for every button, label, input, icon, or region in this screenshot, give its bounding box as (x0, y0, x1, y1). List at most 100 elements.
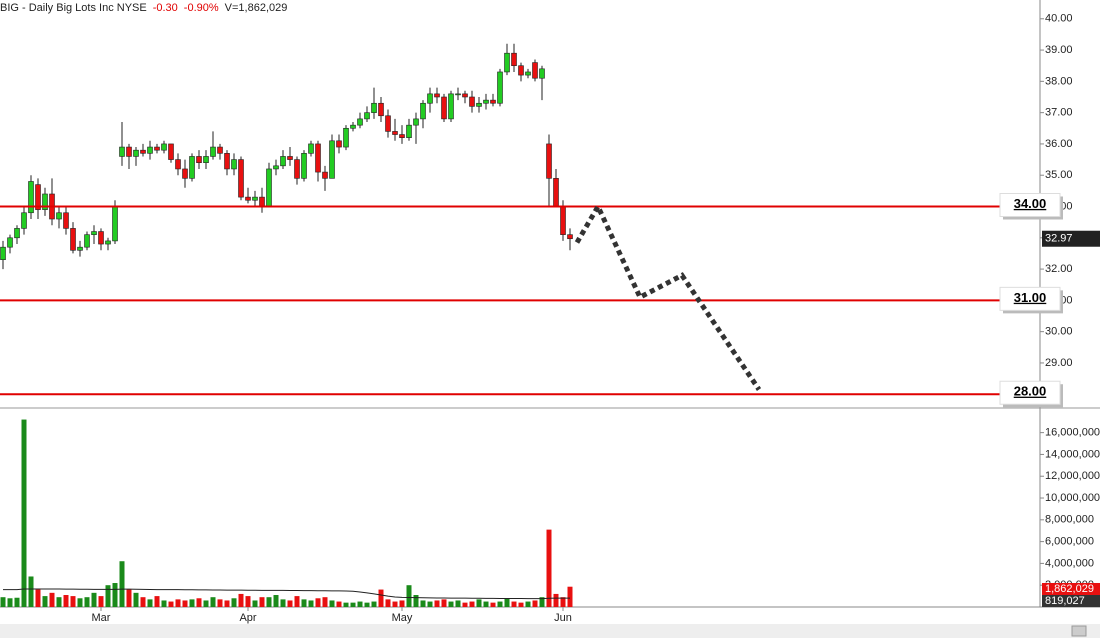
candle-body (98, 231, 104, 245)
y-tick-label: 32.00 (1045, 263, 1073, 275)
candle-body (63, 212, 69, 229)
title: BIG - Daily Big Lots Inc NYSE (0, 2, 147, 14)
volume-tick-label: 10,000,000 (1045, 492, 1100, 504)
volume-bar (350, 602, 356, 607)
volume-bar (343, 602, 349, 607)
volume-bar (189, 599, 195, 607)
volume-bar (427, 601, 433, 607)
candle-body (546, 143, 552, 179)
candle-body (0, 246, 6, 260)
y-tick-label: 39.00 (1045, 44, 1073, 56)
volume-bar (224, 600, 230, 607)
candle-body (497, 71, 503, 104)
level-label: 28.00 (1014, 384, 1047, 399)
candle-body (329, 140, 335, 179)
last-price-label: 32.97 (1045, 233, 1073, 245)
candle-body (7, 237, 13, 248)
x-tick-label: Apr (239, 612, 256, 624)
volume-bar (35, 589, 41, 607)
candle-body (217, 146, 223, 154)
volume-bar (525, 601, 531, 607)
candle-body (406, 124, 412, 138)
candle-body (511, 52, 517, 67)
candle-body (378, 102, 384, 117)
volume-bar (70, 596, 76, 607)
level-box (999, 380, 1061, 405)
volume-bar (532, 600, 538, 607)
volume-bar (476, 599, 482, 607)
candle-body (84, 234, 90, 248)
volume-bar (441, 599, 447, 607)
volume-bar (280, 599, 286, 607)
volume-bar (511, 601, 517, 607)
candle-body (336, 140, 342, 148)
candle-body (294, 159, 300, 179)
candle-body (105, 240, 111, 245)
candle-body (182, 168, 188, 179)
level-box (999, 193, 1061, 218)
volume-bar (392, 601, 398, 607)
volume-bar (455, 600, 461, 607)
candle-body (455, 93, 461, 96)
volume-bar (196, 598, 202, 607)
volume-bar (399, 600, 405, 607)
candle-body (434, 93, 440, 98)
last-average-box (1042, 595, 1100, 607)
scroll-thumb[interactable] (1071, 625, 1087, 637)
candle-body (126, 146, 132, 157)
volume-bar (56, 597, 62, 607)
volume-tick-label: 8,000,000 (1045, 514, 1094, 526)
candle-body (154, 146, 160, 151)
candle-body (399, 134, 405, 138)
y-tick-label: 35.00 (1045, 169, 1073, 181)
last-volume-label: 1,862,029 (1045, 583, 1094, 595)
volume-bar (203, 600, 209, 607)
volume-bar (329, 600, 335, 607)
candle-body (469, 96, 475, 107)
candle-body (175, 159, 181, 170)
candle-body (553, 178, 559, 207)
scrollbar[interactable] (0, 624, 1100, 638)
candle-body (567, 234, 573, 240)
volume-bar (287, 600, 293, 607)
y-tick-label: 29.00 (1045, 357, 1073, 369)
candle-body (203, 156, 209, 163)
volume-bar (210, 597, 216, 607)
volume-bar (84, 597, 90, 607)
candle-body (238, 159, 244, 198)
volume-bar (469, 601, 475, 607)
volume-bar (560, 597, 566, 607)
volume-bar (357, 601, 363, 607)
volume-bar (133, 592, 139, 607)
change: -0.30 (153, 2, 178, 14)
candle-body (56, 212, 62, 220)
y-tick-label: 30.00 (1045, 326, 1073, 338)
volume-bar (301, 599, 307, 607)
candle-body (427, 93, 433, 104)
volume-bar (553, 593, 559, 607)
candle-body (343, 127, 349, 148)
volume-bar (336, 601, 342, 607)
volume-bar (406, 585, 412, 607)
volume-bar (28, 576, 34, 607)
volume-bar (91, 592, 97, 607)
candle-body (392, 131, 398, 135)
volume-bar (315, 598, 321, 607)
candle-body (147, 146, 153, 154)
volume-bar (539, 597, 545, 607)
y-tick-label: 40.00 (1045, 13, 1073, 25)
volume-bar (49, 592, 55, 607)
candle-body (280, 156, 286, 167)
volume-bar (217, 599, 223, 607)
candle-body (266, 168, 272, 207)
volume-bar (147, 599, 153, 607)
volume-bar (252, 600, 258, 607)
candle-body (14, 228, 20, 239)
volume-bar (434, 600, 440, 607)
candle-body (539, 68, 545, 79)
volume-bar (238, 593, 244, 607)
candle-body (420, 102, 426, 120)
candle-body (210, 146, 216, 157)
candle-body (301, 153, 307, 179)
